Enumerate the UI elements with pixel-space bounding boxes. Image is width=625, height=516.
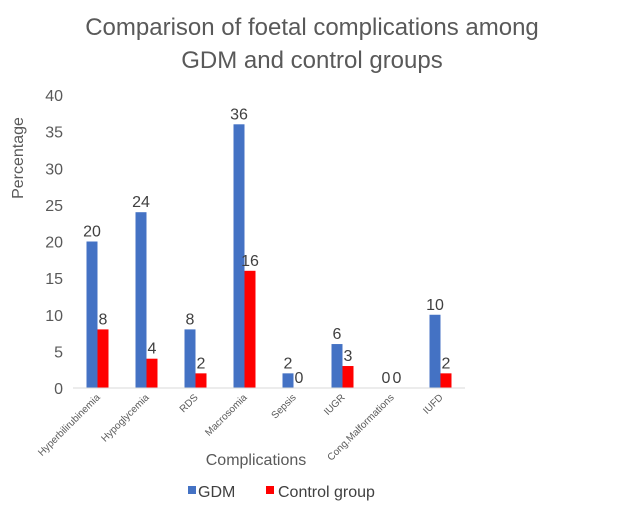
bar-gdm (282, 373, 294, 388)
y-tick-label: 25 (45, 198, 63, 215)
y-tick-label: 10 (45, 308, 63, 325)
data-label-gdm: 0 (382, 370, 391, 387)
legend-swatch-control (266, 486, 274, 494)
legend-swatch-gdm (188, 486, 196, 494)
bar-control (195, 373, 207, 388)
chart-title-line-1: Comparison of foetal complications among (85, 14, 539, 41)
bar-control (244, 270, 256, 388)
data-label-gdm: 20 (83, 224, 101, 241)
y-axis-title: Percentage (10, 117, 27, 199)
y-tick-label: 40 (45, 88, 63, 105)
legend: GDM Control group (188, 484, 375, 501)
bar-gdm (429, 314, 441, 388)
x-tick-label: Hypoglycemia (99, 392, 151, 444)
chart-title-line-2: GDM and control groups (181, 47, 442, 74)
y-tick-label: 35 (45, 125, 63, 142)
bar-control (440, 373, 452, 388)
data-label-control: 0 (295, 370, 304, 387)
bars-group (86, 124, 452, 389)
y-tick-label: 30 (45, 161, 63, 178)
y-tick-label: 5 (54, 344, 63, 361)
data-label-control: 8 (99, 311, 108, 328)
bar-control (146, 358, 158, 388)
data-label-control: 2 (442, 355, 451, 372)
bar-gdm (331, 344, 343, 388)
data-label-gdm: 24 (132, 194, 150, 211)
bar-gdm (184, 329, 196, 388)
data-label-control: 4 (148, 341, 157, 358)
data-label-gdm: 2 (284, 355, 293, 372)
bar-control (342, 366, 354, 388)
data-label-gdm: 6 (333, 326, 342, 343)
x-tick-label: Macrosomia (203, 392, 250, 439)
bar-gdm (86, 241, 98, 388)
x-tick-label: IUGR (322, 392, 347, 417)
x-tick-label: IUFD (421, 392, 445, 416)
y-tick-label: 15 (45, 271, 63, 288)
x-tick-label: Hyperbilirubinemia (36, 392, 103, 459)
y-tick-label: 0 (54, 381, 63, 398)
x-axis-title: Complications (206, 452, 306, 469)
data-label-control: 3 (344, 348, 353, 365)
x-tick-label: RDS (178, 392, 201, 415)
data-label-control: 0 (393, 370, 402, 387)
bar-gdm (135, 212, 147, 388)
bar-control (97, 329, 109, 388)
data-label-control: 2 (197, 355, 206, 372)
data-label-control: 16 (241, 253, 259, 270)
y-axis-ticks: 0 5 10 15 20 25 30 35 40 (45, 88, 63, 398)
y-tick-label: 20 (45, 235, 63, 252)
x-tick-label: Sepsis (270, 392, 299, 421)
legend-label-gdm: GDM (198, 484, 235, 501)
legend-label-control: Control group (278, 484, 375, 501)
bar-gdm (233, 124, 245, 389)
data-label-gdm: 36 (230, 106, 248, 123)
data-label-gdm: 10 (426, 297, 444, 314)
data-label-gdm: 8 (186, 311, 195, 328)
